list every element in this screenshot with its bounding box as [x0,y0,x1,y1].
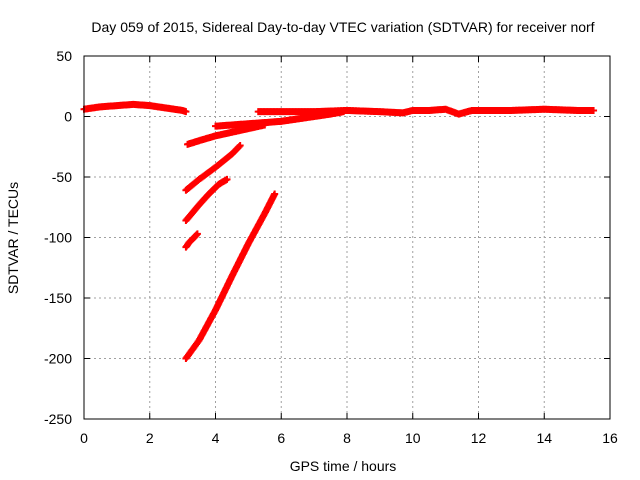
grid-lines [84,56,610,419]
data-point [223,175,231,183]
x-tick-label: 4 [212,430,220,446]
data-series-6 [182,230,201,251]
y-tick-label: -100 [44,230,72,246]
y-tick-label: -200 [44,351,72,367]
x-tick-label: 12 [471,430,487,446]
data-point [182,108,190,116]
data-series-1 [80,100,190,116]
y-tick-label: -250 [44,411,72,427]
chart-title: Day 059 of 2015, Sidereal Day-to-day VTE… [91,19,594,35]
data-point [271,190,279,198]
x-tick-label: 8 [343,430,351,446]
x-tick-label: 14 [536,430,552,446]
data-point [193,230,201,238]
x-tick-label: 2 [146,430,154,446]
data-point [236,142,244,150]
y-tick-label: -150 [44,290,72,306]
x-tick-label: 6 [277,430,285,446]
x-tick-label: 0 [80,430,88,446]
y-axis-label: SDTVAR / TECUs [5,182,21,294]
y-tick-label: 50 [56,48,72,64]
data-series-8 [254,105,598,118]
y-tick-label: 0 [64,109,72,125]
x-tick-label: 10 [405,430,421,446]
data-series-7 [182,190,279,362]
axis-ticks: 0 2 4 6 8 10 12 14 16 -250 -200 -150 -100 -50 0 50 [44,48,618,446]
data-points [80,100,598,362]
x-axis-label: GPS time / hours [290,458,397,474]
data-series-5 [182,175,231,225]
data-series-4 [182,142,244,194]
y-tick-label: -50 [52,169,72,185]
data-point [235,143,243,151]
x-tick-label: 16 [602,430,618,446]
data-point [590,106,598,114]
